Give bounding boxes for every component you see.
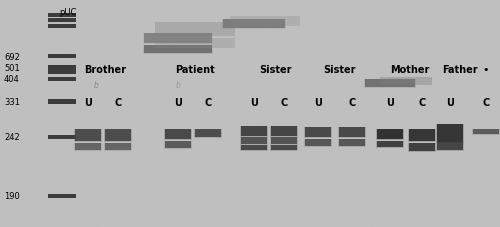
Bar [270,137,298,145]
Text: C: C [348,98,356,108]
Bar [338,139,366,147]
Bar [104,143,132,151]
Text: 190: 190 [4,192,20,201]
Text: Sister: Sister [324,65,356,75]
Text: Sister: Sister [259,65,291,75]
Bar [164,129,192,140]
Bar [75,129,101,141]
Text: Father: Father [442,65,478,75]
Bar [339,127,365,137]
Text: 331: 331 [4,98,20,106]
Bar [223,20,285,29]
Text: C: C [280,98,287,108]
Bar [408,143,436,152]
Bar [48,71,76,75]
Bar [436,124,464,143]
Bar [376,141,404,148]
Bar [240,137,268,145]
Bar [194,129,222,138]
Bar [240,126,268,137]
Bar [473,129,499,134]
Text: Patient: Patient [175,65,215,75]
Bar [304,139,332,147]
Bar [230,17,300,27]
Bar [437,142,463,150]
Bar [74,129,102,142]
Bar [338,127,366,138]
Text: 501: 501 [4,64,20,73]
Bar [365,80,415,88]
Bar [241,137,267,144]
Bar [377,129,403,139]
Bar [144,34,212,44]
Bar [48,19,76,23]
Text: •: • [483,65,489,75]
Bar [270,145,298,151]
Bar [409,143,435,151]
Text: C: C [114,98,121,108]
Text: Mother: Mother [390,65,430,75]
Bar [74,143,102,151]
Bar [48,55,76,59]
Bar [437,124,463,142]
Bar [376,129,404,140]
Bar [305,127,331,137]
Bar [155,39,235,49]
Text: C: C [204,98,212,108]
Bar [48,135,76,139]
Text: C: C [418,98,426,108]
Bar [104,129,132,142]
Bar [143,33,213,44]
Text: b: b [94,80,98,89]
Text: b: b [176,80,180,89]
Bar [105,129,131,141]
Text: 404: 404 [4,75,20,84]
Text: 242: 242 [4,133,20,142]
Bar [144,46,212,54]
Bar [364,79,416,88]
Text: U: U [174,98,182,108]
Bar [304,127,332,138]
Bar [48,66,76,71]
Bar [240,145,268,151]
Bar [380,78,432,86]
Text: U: U [446,98,454,108]
Text: U: U [84,98,92,108]
Bar [472,129,500,135]
Bar [409,129,435,141]
Bar [48,100,76,105]
Text: U: U [386,98,394,108]
Text: U: U [250,98,258,108]
Bar [271,137,297,144]
Bar [408,129,436,142]
Bar [155,23,235,37]
Bar [436,142,464,151]
Bar [305,139,331,146]
Bar [195,129,221,137]
Bar [271,126,297,136]
Bar [48,78,76,82]
Bar [271,145,297,150]
Bar [48,14,76,18]
Text: C: C [482,98,490,108]
Text: U: U [314,98,322,108]
Bar [241,145,267,150]
Text: 692: 692 [4,52,20,61]
Text: pUC: pUC [60,8,76,17]
Bar [222,20,286,29]
Bar [75,143,101,150]
Bar [105,143,131,150]
Bar [339,139,365,146]
Bar [241,126,267,136]
Text: Brother: Brother [84,65,126,75]
Bar [48,194,76,198]
Bar [270,126,298,137]
Bar [377,141,403,147]
Bar [165,141,191,148]
Bar [143,45,213,54]
Bar [165,129,191,139]
Bar [48,25,76,29]
Bar [164,141,192,149]
